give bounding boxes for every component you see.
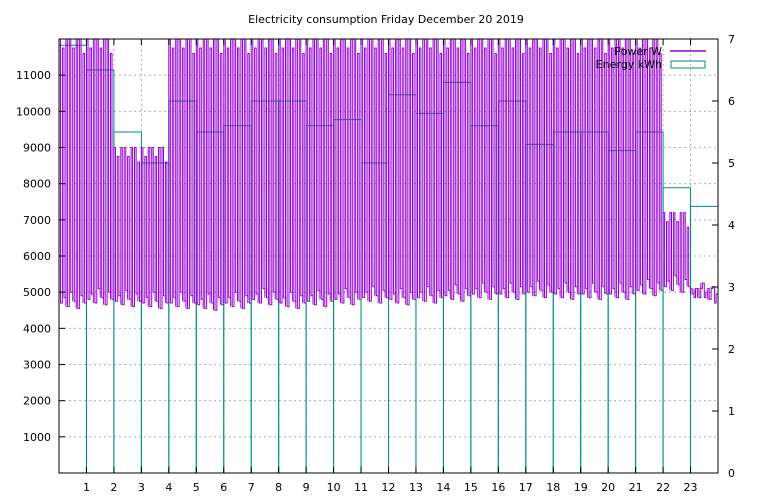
y2-tick-label: 6 (728, 95, 735, 108)
x-tick-label: 21 (629, 481, 643, 494)
y-tick-label: 1000 (23, 431, 51, 444)
x-tick-label: 20 (601, 481, 615, 494)
x-tick-label: 5 (193, 481, 200, 494)
power-trace-segment (635, 38, 664, 297)
power-trace-segment (388, 38, 416, 306)
x-tick-label: 6 (220, 481, 227, 494)
x-tick-label: 11 (354, 481, 368, 494)
power-trace-segment (607, 38, 636, 300)
x-tick-label: 9 (303, 481, 310, 494)
x-tick-label: 7 (248, 481, 255, 494)
x-tick-label: 15 (464, 481, 478, 494)
x-tick-label: 17 (519, 481, 533, 494)
legend-energy-swatch (670, 60, 706, 69)
legend-power-label: Power W (614, 45, 662, 58)
y2-tick-label: 4 (728, 219, 735, 232)
y-tick-label: 4000 (23, 322, 51, 335)
power-trace-segment (690, 282, 718, 304)
x-tick-label: 3 (138, 481, 145, 494)
y-tick-label: 6000 (23, 250, 51, 263)
power-trace-segment (86, 38, 114, 306)
power-trace-segment (525, 38, 554, 299)
x-tick-label: 1 (83, 481, 90, 494)
power-trace-segment (442, 38, 471, 302)
power-trace-segment (580, 38, 609, 300)
x-tick-label: 22 (656, 481, 670, 494)
power-trace-segment (333, 38, 361, 306)
x-tick-label: 18 (546, 481, 560, 494)
power-trace-segment (552, 38, 581, 300)
y2-tick-label: 3 (728, 281, 735, 294)
y-tick-label: 3000 (23, 359, 51, 372)
power-trace-segment (195, 38, 224, 311)
legend-energy-label: Energy kWh (596, 58, 662, 71)
x-tick-label: 8 (275, 481, 282, 494)
y2-tick-label: 2 (728, 343, 735, 356)
power-trace-segment (250, 38, 279, 306)
power-trace-segment (278, 38, 307, 309)
y2-tick-label: 1 (728, 405, 735, 418)
x-tick-label: 16 (491, 481, 505, 494)
x-tick-label: 2 (110, 481, 117, 494)
power-trace-segment (662, 212, 691, 293)
power-trace-segment (305, 38, 334, 308)
power-trace-segment (223, 38, 252, 309)
power-trace-segment (168, 38, 197, 309)
power-trace-segment (58, 38, 87, 309)
power-trace-segment (497, 38, 526, 300)
power-trace-segment (140, 147, 169, 309)
x-tick-label: 4 (165, 481, 172, 494)
y2-tick-label: 0 (728, 467, 735, 480)
y-tick-label: 5000 (23, 286, 51, 299)
y-tick-label: 2000 (23, 395, 51, 408)
y-tick-label: 7000 (23, 214, 51, 227)
power-trace-segment (470, 38, 499, 300)
axis-layer: 1 2 3 4 5 6 7 8 9 10 11 12 13 14 15 16 17 18 19 20 21 22 23100… (16, 33, 735, 494)
x-tick-label: 13 (409, 481, 423, 494)
chart-title: Electricity consumption Friday December … (248, 13, 524, 26)
y2-tick-label: 7 (728, 33, 735, 46)
y-tick-label: 8000 (23, 178, 51, 191)
x-tick-label: 10 (327, 481, 341, 494)
x-tick-label: 12 (382, 481, 396, 494)
power-trace-segment (360, 38, 389, 304)
power-layer (58, 38, 718, 311)
x-tick-label: 14 (436, 481, 450, 494)
y-tick-label: 11000 (16, 69, 51, 82)
power-trace-segment (113, 147, 142, 308)
energy-step (690, 205, 719, 473)
x-tick-label: 19 (574, 481, 588, 494)
legend: Power W Energy kWh (596, 45, 706, 71)
y2-tick-label: 5 (728, 157, 735, 170)
power-trace-segment (415, 38, 444, 304)
y-tick-label: 10000 (16, 105, 51, 118)
y-tick-label: 9000 (23, 142, 51, 155)
x-tick-label: 23 (684, 481, 698, 494)
